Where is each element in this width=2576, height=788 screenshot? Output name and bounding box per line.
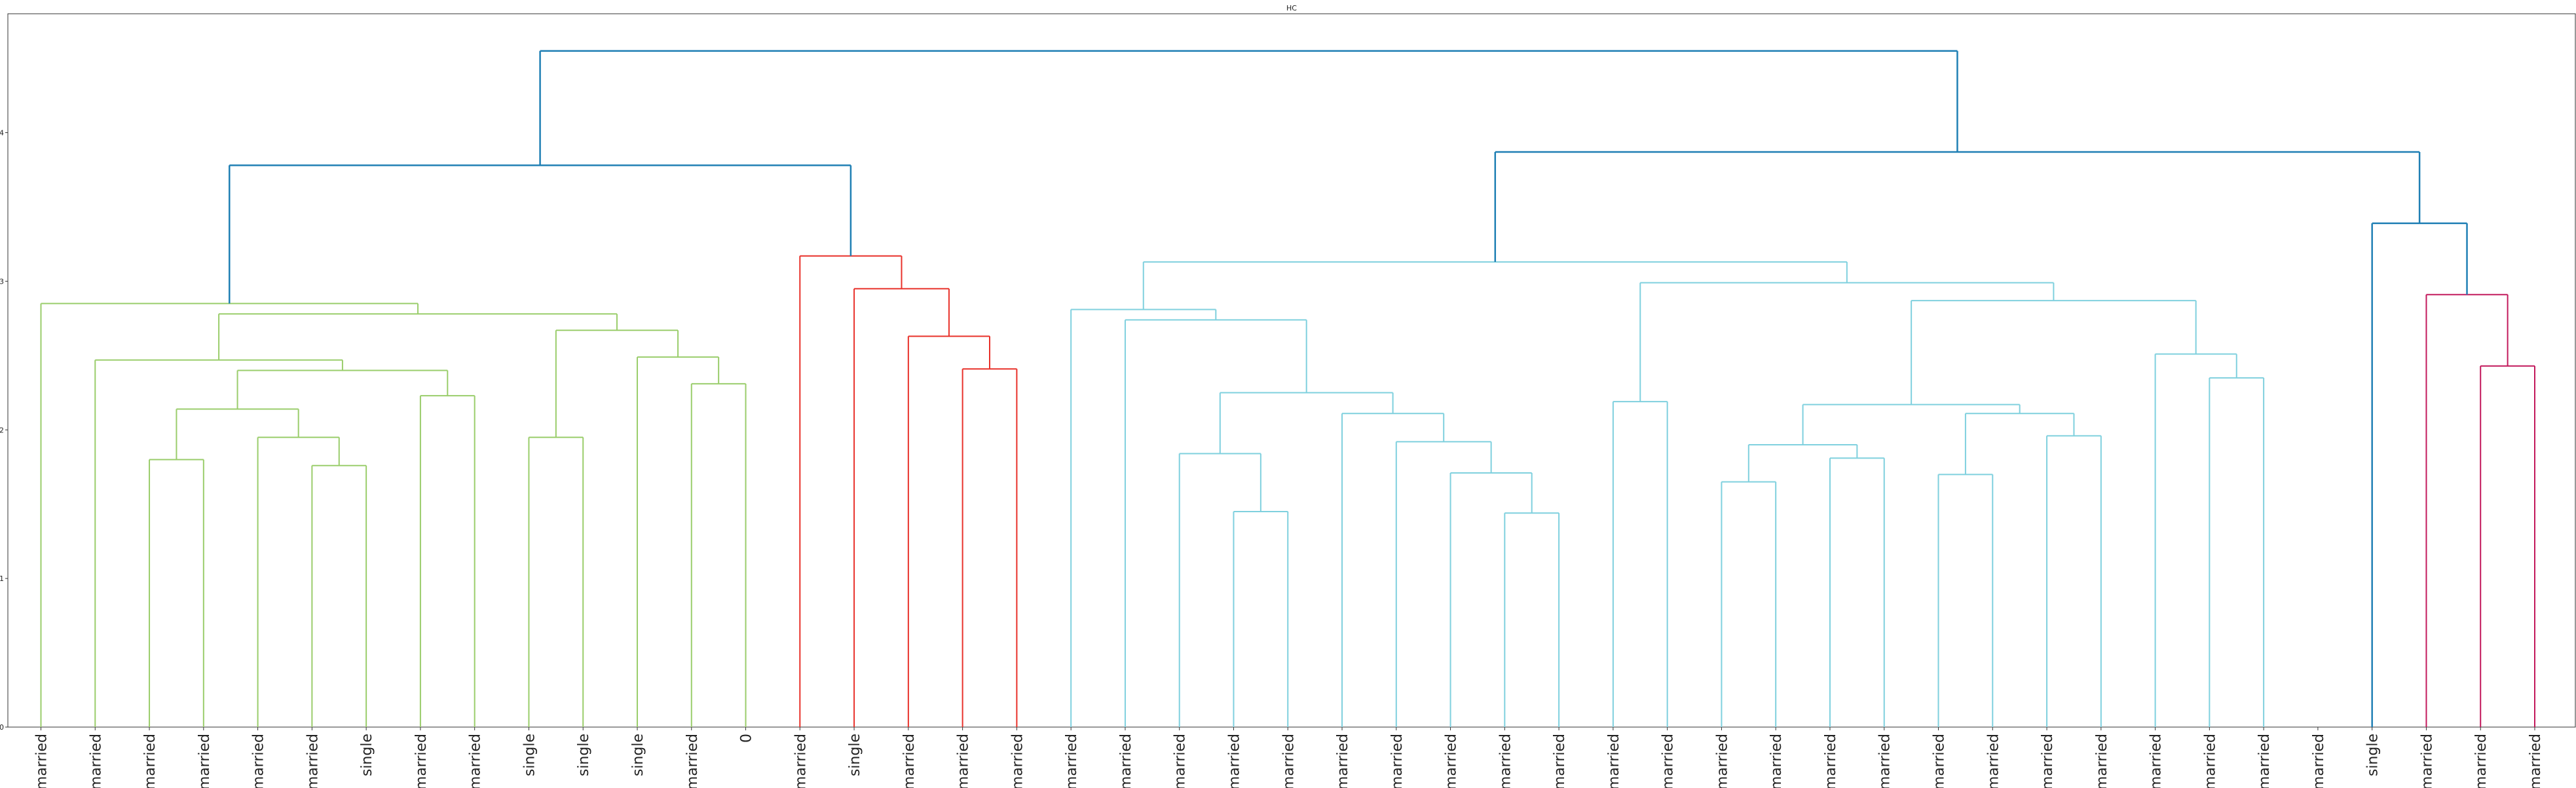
x-axis-leaf-labels: married married married married married marri… (34, 727, 2544, 788)
leaf-label: married (1118, 734, 1134, 788)
leaf-label: married (34, 734, 50, 788)
leaf-label: married (2202, 734, 2218, 788)
leaf-label: married (1606, 734, 1622, 788)
leaf-label: married (1389, 734, 1406, 788)
leaf-label: married (1444, 734, 1460, 788)
leaf-label: married (1932, 734, 1948, 788)
leaf-label: married (1985, 734, 2002, 788)
leaf-label: single (576, 734, 592, 776)
leaf-label: married (2148, 734, 2165, 788)
dendrogram-links (40, 50, 2535, 727)
leaf-label: single (359, 734, 375, 776)
leaf-label: married (88, 734, 104, 788)
leaf-label: married (2256, 734, 2273, 788)
leaf-label: married (305, 734, 321, 788)
leaf-label: married (793, 734, 809, 788)
leaf-label: married (1280, 734, 1297, 788)
leaf-label: married (2528, 734, 2544, 788)
leaf-label: married (468, 734, 484, 788)
chart-title: HC (1286, 4, 1297, 12)
leaf-label: married (1660, 734, 1677, 788)
leaf-label: married (2419, 734, 2435, 788)
leaf-label: single (2365, 734, 2381, 776)
leaf-label: married (196, 734, 213, 788)
leaf-label: single (521, 734, 538, 776)
y-tick-label: 3 (0, 277, 4, 286)
leaf-label: married (2311, 734, 2327, 788)
leaf-label: married (413, 734, 430, 788)
leaf-label: married (1714, 734, 1730, 788)
leaf-label: married (1768, 734, 1785, 788)
leaf-label: married (901, 734, 918, 788)
y-tick-label: 1 (0, 574, 4, 583)
y-axis: 0 1 2 3 4 (0, 129, 8, 732)
y-tick-label: 2 (0, 426, 4, 434)
leaf-label: married (142, 734, 159, 788)
leaf-label: single (847, 734, 863, 776)
leaf-label: married (2040, 734, 2056, 788)
leaf-label: married (1226, 734, 1242, 788)
leaf-label: married (1877, 734, 1894, 788)
leaf-label: married (2473, 734, 2490, 788)
leaf-label: married (956, 734, 972, 788)
leaf-label: married (1172, 734, 1189, 788)
leaf-label: 0 (739, 734, 755, 743)
leaf-label: married (1823, 734, 1839, 788)
leaf-label: single (630, 734, 646, 776)
leaf-label: married (1009, 734, 1026, 788)
leaf-label: married (1064, 734, 1080, 788)
leaf-label: married (1552, 734, 1568, 788)
y-tick-label: 0 (0, 723, 4, 732)
plot-frame (7, 13, 2576, 728)
leaf-label: married (251, 734, 267, 788)
leaf-label: married (1497, 734, 1514, 788)
leaf-label: married (2094, 734, 2110, 788)
leaf-label: married (684, 734, 701, 788)
leaf-label: married (1335, 734, 1351, 788)
y-tick-label: 4 (0, 129, 4, 138)
